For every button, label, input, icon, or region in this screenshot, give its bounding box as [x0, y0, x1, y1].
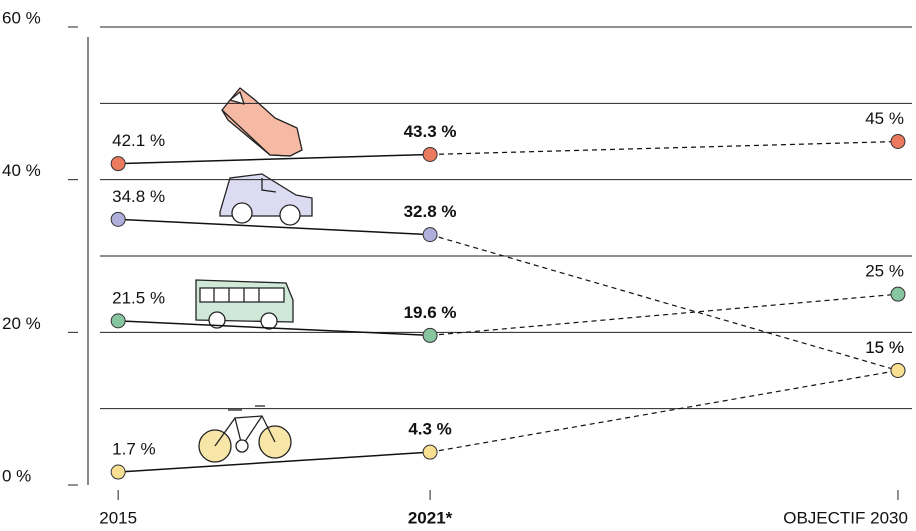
value-label: 4.3 %: [408, 420, 451, 439]
line-segment: [118, 153, 431, 165]
x-tick-label: OBJECTIF 2030: [783, 508, 908, 527]
value-label: 32.8 %: [404, 202, 457, 221]
point: [422, 444, 438, 460]
x-tick-label: 2015: [99, 508, 137, 527]
line-segment: [429, 234, 899, 372]
point: [422, 146, 438, 162]
bike-icon: [198, 405, 292, 463]
y-tick-label: 60 %: [2, 8, 41, 27]
value-label: 34.8 %: [112, 187, 165, 206]
line-segment: [118, 451, 431, 473]
point: [110, 313, 126, 329]
y-tick-label: 40 %: [2, 161, 41, 180]
bus-icon: [195, 279, 294, 330]
point: [422, 327, 438, 343]
y-tick-label: 20 %: [2, 314, 41, 333]
point: [890, 134, 906, 149]
value-label: 19.6 %: [404, 303, 457, 322]
value-label: 15 %: [865, 338, 904, 357]
point: [110, 464, 126, 480]
line-segment: [429, 369, 899, 453]
shoe-icon: [221, 87, 303, 157]
point: [110, 211, 126, 227]
line-segment: [430, 293, 899, 336]
point: [110, 156, 126, 172]
line-segment: [430, 140, 898, 156]
line-segment: [118, 218, 431, 236]
value-label: 45 %: [865, 109, 904, 128]
value-label: 43.3 %: [404, 122, 457, 141]
line-segment: [118, 320, 431, 337]
point: [890, 286, 906, 302]
value-label: 25 %: [865, 262, 904, 281]
value-label: 21.5 %: [112, 288, 165, 307]
value-label: 15 %: [865, 338, 904, 357]
value-label: 1.7 %: [112, 440, 155, 459]
car-icon: [219, 173, 313, 226]
point: [422, 227, 438, 243]
point: [890, 363, 906, 378]
value-label: 42.1 %: [112, 131, 165, 150]
y-tick-label: 0 %: [2, 466, 31, 485]
x-tick-label: 2021*: [408, 508, 453, 527]
